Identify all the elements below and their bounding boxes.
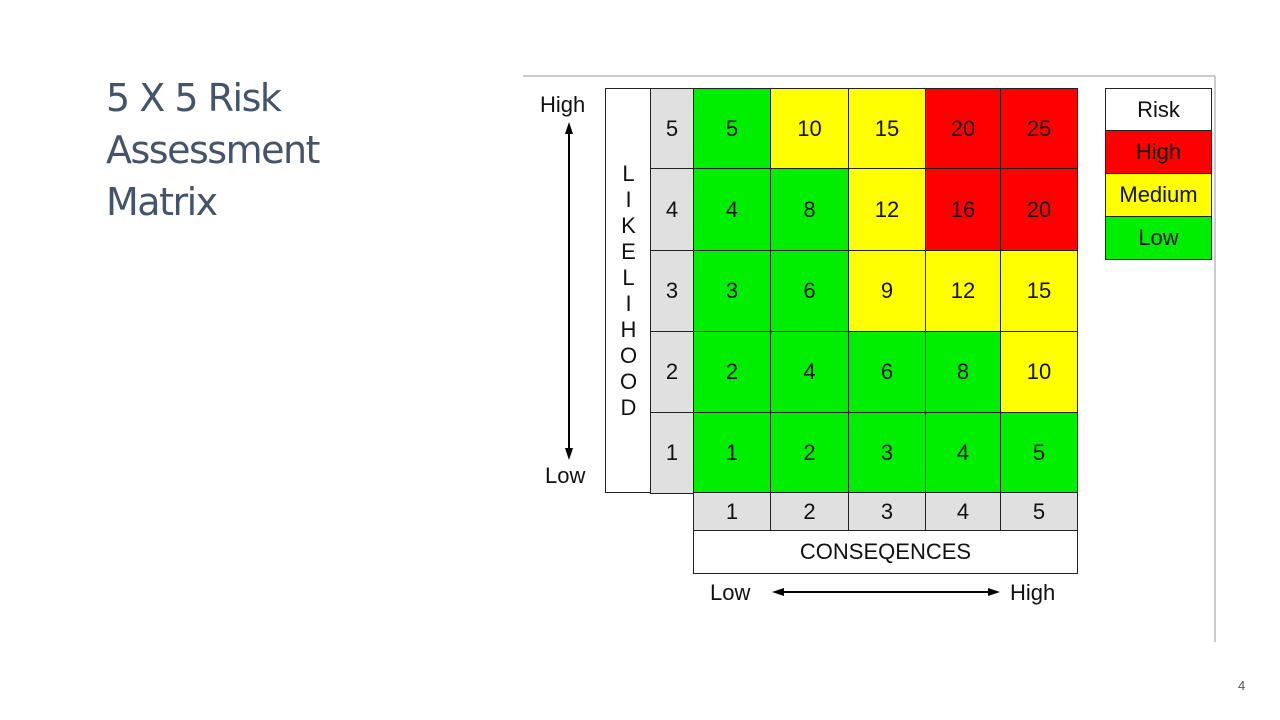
risk-cell: 5: [1000, 412, 1078, 494]
consequence-level: 1: [693, 492, 771, 531]
risk-cell: 10: [770, 88, 849, 169]
risk-cell: 2: [770, 412, 849, 494]
risk-cell: 4: [693, 168, 771, 251]
consequences-label: CONSEQENCES: [693, 530, 1078, 574]
risk-cell: 15: [848, 88, 926, 169]
consequence-level: 2: [770, 492, 849, 531]
consequence-level: 3: [848, 492, 926, 531]
risk-cell: 1: [693, 412, 771, 494]
risk-cell: 20: [925, 88, 1001, 169]
likelihood-low: Low: [545, 463, 586, 488]
likelihood-high: High: [540, 92, 586, 117]
page-number: 4: [1238, 678, 1246, 693]
arrow-head: [772, 588, 784, 596]
likelihood-label: LIKELIHOOD: [616, 160, 641, 421]
risk-cell: 5: [693, 88, 771, 169]
consequences-low: Low: [710, 580, 751, 605]
consequence-level: 5: [1000, 492, 1078, 531]
risk-cell: 25: [1000, 88, 1078, 169]
legend-item: Low: [1105, 216, 1212, 260]
risk-cell: 8: [770, 168, 849, 251]
likelihood-level: 1: [650, 412, 694, 494]
risk-cell: 9: [848, 250, 926, 332]
likelihood-level: 3: [650, 250, 694, 332]
risk-cell: 4: [925, 412, 1001, 494]
likelihood-level: 2: [650, 331, 694, 413]
risk-cell: 6: [770, 250, 849, 332]
risk-cell: 20: [1000, 168, 1078, 251]
risk-cell: 10: [1000, 331, 1078, 413]
risk-cell: 4: [770, 331, 849, 413]
risk-cell: 3: [693, 250, 771, 332]
likelihood-level: 5: [650, 88, 694, 169]
likelihood-level: 4: [650, 168, 694, 251]
risk-cell: 16: [925, 168, 1001, 251]
risk-cell: 15: [1000, 250, 1078, 332]
likelihood-label-box: LIKELIHOOD: [605, 88, 651, 493]
arrow-head: [988, 588, 1000, 596]
slide-title: 5 X 5 Risk Assessment Matrix: [106, 76, 320, 224]
legend-item: High: [1105, 130, 1212, 174]
arrow-head: [565, 448, 573, 460]
risk-cell: 2: [693, 331, 771, 413]
risk-cell: 8: [925, 331, 1001, 413]
risk-cell: 12: [848, 168, 926, 251]
consequences-high: High: [1010, 580, 1056, 605]
consequence-level: 4: [925, 492, 1001, 531]
legend-item: Medium: [1105, 173, 1212, 217]
risk-cell: 3: [848, 412, 926, 494]
risk-cell: 6: [848, 331, 926, 413]
risk-cell: 12: [925, 250, 1001, 332]
arrow-head: [565, 122, 573, 134]
legend-title: Risk: [1105, 88, 1212, 131]
